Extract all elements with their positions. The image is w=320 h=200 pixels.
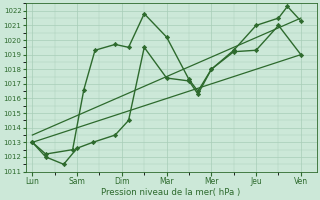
X-axis label: Pression niveau de la mer( hPa ): Pression niveau de la mer( hPa ): [101, 188, 241, 197]
